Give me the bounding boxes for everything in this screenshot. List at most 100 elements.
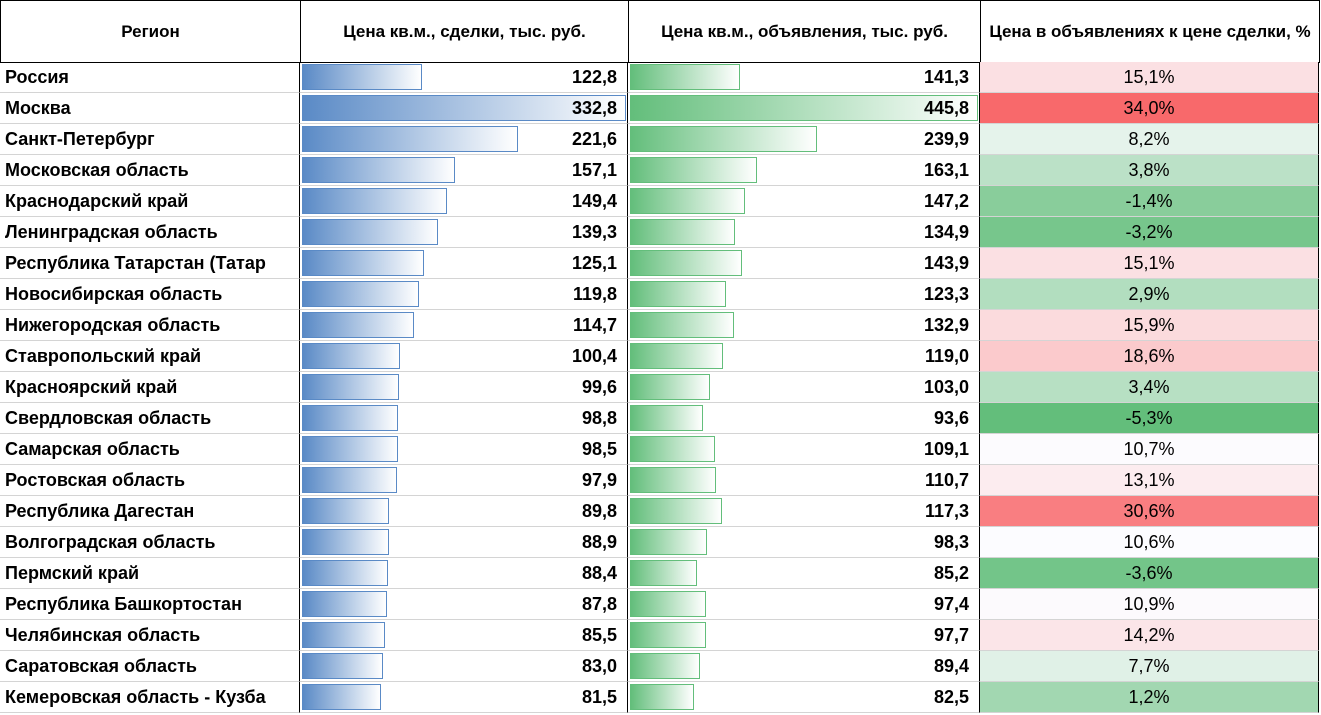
cell-value: 81,5: [581, 687, 617, 707]
data-bar: [630, 188, 745, 214]
cell-value: 83,0: [581, 656, 617, 676]
ratio-cell: 34,0%: [980, 93, 1319, 124]
cell-value: 221,6: [571, 129, 617, 149]
ask-price-cell: 123,3: [628, 279, 980, 310]
ask-price-cell: 119,0: [628, 341, 980, 372]
ratio-cell: -5,3%: [980, 403, 1319, 434]
ask-price-cell: 134,9: [628, 217, 980, 248]
ratio-cell: 7,7%: [980, 651, 1319, 682]
ratio-cell: 1,2%: [980, 682, 1319, 713]
region-cell: Нижегородская область: [0, 310, 300, 341]
ask-price-cell: 117,3: [628, 496, 980, 527]
ask-price-cell: 109,1: [628, 434, 980, 465]
data-bar: [630, 560, 697, 586]
cell-value: 114,7: [572, 315, 617, 335]
data-bar: [630, 591, 707, 617]
deal-price-cell: 99,6: [300, 372, 628, 403]
region-cell: Ставропольский край: [0, 341, 300, 372]
deal-price-cell: 88,4: [300, 558, 628, 589]
deal-price-cell: 119,8: [300, 279, 628, 310]
deal-price-cell: 332,8: [300, 93, 628, 124]
cell-value: 132,9: [923, 315, 969, 335]
data-bar: [302, 467, 398, 493]
ratio-cell: 15,9%: [980, 310, 1319, 341]
region-cell: Республика Башкортостан: [0, 589, 300, 620]
ratio-cell: 13,1%: [980, 465, 1319, 496]
data-bar: [630, 684, 695, 710]
data-bar: [630, 250, 743, 276]
ask-price-cell: 97,7: [628, 620, 980, 651]
ratio-cell: 10,9%: [980, 589, 1319, 620]
data-bar: [302, 622, 386, 648]
cell-value: 139,3: [571, 222, 617, 242]
data-bar: [630, 498, 722, 524]
region-cell: Свердловская область: [0, 403, 300, 434]
ratio-cell: 10,6%: [980, 527, 1319, 558]
region-cell: Самарская область: [0, 434, 300, 465]
ask-price-cell: 132,9: [628, 310, 980, 341]
deal-price-cell: 97,9: [300, 465, 628, 496]
ask-price-cell: 141,3: [628, 62, 980, 93]
data-bar: [302, 250, 424, 276]
column-header: Регион: [0, 0, 301, 63]
ask-price-cell: 163,1: [628, 155, 980, 186]
data-bar: [302, 188, 448, 214]
data-bar: [630, 64, 741, 90]
data-bar: [302, 219, 438, 245]
region-cell: Республика Татарстан (Татар: [0, 248, 300, 279]
data-bar: [630, 653, 700, 679]
cell-value: 103,0: [923, 377, 969, 397]
ask-price-cell: 239,9: [628, 124, 980, 155]
cell-value: 98,8: [581, 408, 617, 428]
region-cell: Челябинская область: [0, 620, 300, 651]
column-header: Цена кв.м., объявления, тыс. руб.: [628, 0, 981, 63]
region-cell: Кемеровская область - Кузба: [0, 682, 300, 713]
data-bar: [302, 529, 389, 555]
ask-price-cell: 85,2: [628, 558, 980, 589]
region-cell: Республика Дагестан: [0, 496, 300, 527]
data-bar: [302, 560, 389, 586]
cell-value: 93,6: [933, 408, 969, 428]
data-bar: [630, 343, 723, 369]
ask-price-cell: 98,3: [628, 527, 980, 558]
column-header: Цена в объявлениях к цене сделки, %: [980, 0, 1320, 63]
data-bar: [630, 622, 707, 648]
region-cell: Саратовская область: [0, 651, 300, 682]
ask-price-cell: 97,4: [628, 589, 980, 620]
ratio-cell: -1,4%: [980, 186, 1319, 217]
data-bar: [302, 498, 390, 524]
deal-price-cell: 83,0: [300, 651, 628, 682]
ratio-cell: 10,7%: [980, 434, 1319, 465]
ask-price-cell: 89,4: [628, 651, 980, 682]
cell-value: 88,4: [581, 563, 617, 583]
ratio-cell: 30,6%: [980, 496, 1319, 527]
data-bar: [302, 436, 398, 462]
data-bar: [630, 95, 978, 121]
ratio-cell: 15,1%: [980, 62, 1319, 93]
cell-value: 98,3: [933, 532, 969, 552]
cell-value: 100,4: [571, 346, 617, 366]
data-bar: [302, 343, 400, 369]
cell-value: 97,7: [933, 625, 969, 645]
cell-value: 89,8: [581, 501, 617, 521]
deal-price-cell: 100,4: [300, 341, 628, 372]
deal-price-cell: 88,9: [300, 527, 628, 558]
data-bar: [630, 219, 736, 245]
cell-value: 87,8: [581, 594, 617, 614]
data-bar: [630, 157, 758, 183]
cell-value: 445,8: [923, 98, 969, 118]
cell-value: 125,1: [571, 253, 617, 273]
ask-price-cell: 143,9: [628, 248, 980, 279]
deal-price-cell: 149,4: [300, 186, 628, 217]
region-cell: Волгоградская область: [0, 527, 300, 558]
region-cell: Москва: [0, 93, 300, 124]
deal-price-cell: 114,7: [300, 310, 628, 341]
ratio-cell: 15,1%: [980, 248, 1319, 279]
ask-price-cell: 445,8: [628, 93, 980, 124]
region-cell: Ростовская область: [0, 465, 300, 496]
data-bar: [630, 436, 716, 462]
column-header: Цена кв.м., сделки, тыс. руб.: [300, 0, 629, 63]
cell-value: 110,7: [924, 470, 969, 490]
cell-value: 119,0: [924, 346, 969, 366]
